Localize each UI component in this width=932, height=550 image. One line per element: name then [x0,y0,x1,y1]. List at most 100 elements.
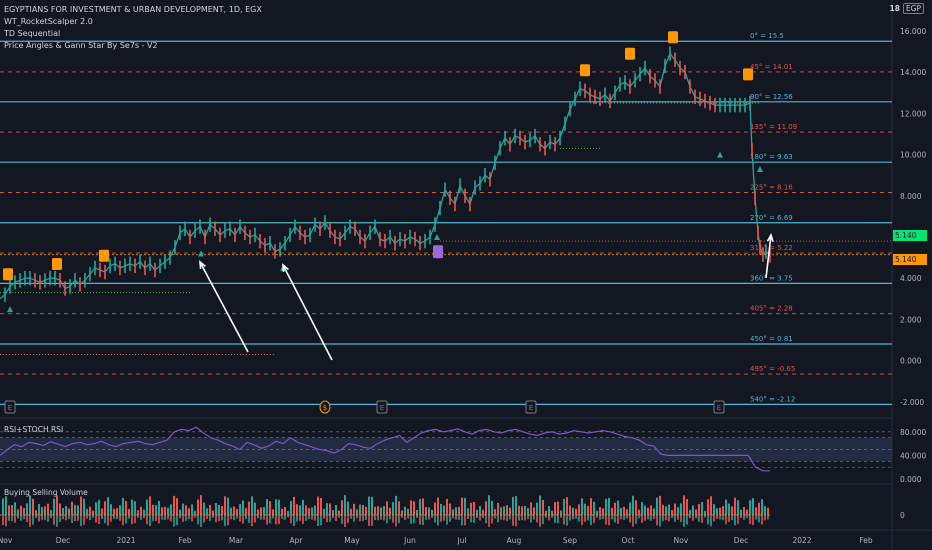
volume-bar [86,508,88,515]
volume-bar [716,508,718,515]
volume-bar [683,495,685,515]
volume-bar [110,504,112,515]
indicator-gann-star[interactable]: Price Angles & Gann Star By Se7s - V2 [4,41,158,50]
volume-bar [116,515,118,520]
time-axis-tick: Nov [0,536,13,545]
volume-bar [404,515,406,520]
volume-bar [314,515,316,521]
volume-bar [761,515,763,525]
volume-bar [86,515,88,519]
volume-bar [53,515,55,525]
annotation-arrow-head [199,260,206,270]
td-sequential-marker [3,268,13,281]
volume-bar [467,515,469,520]
volume-bar [701,515,703,523]
td-sequential-marker [99,249,109,262]
indicator-wt-rocketscalper[interactable]: WT_RocketScalper 2.0 [4,17,93,26]
volume-bar [635,500,637,515]
volume-bar [203,502,205,515]
volume-bar [650,505,652,515]
volume-bar [650,515,652,521]
volume-bar [413,501,415,515]
volume-bar [716,515,718,520]
volume-bar [704,510,706,515]
volume-bar [350,515,352,519]
volume-bar [266,515,268,525]
volume-bar [764,506,766,515]
indicator-td-sequential[interactable]: TD Sequential [4,29,61,38]
gann-level-label: 405° = 2.28 [750,305,793,313]
volume-bar [38,504,40,515]
rsi-pane-title[interactable]: RSI+STOCH RSI [4,425,64,434]
currency-label[interactable]: 18 EGP [889,3,924,14]
event-marker [4,400,16,414]
volume-bar [263,515,265,520]
volume-bar [590,515,592,526]
volume-bar [677,515,679,520]
volume-bar [506,505,508,515]
volume-bar [398,515,400,524]
volume-bar [737,515,739,524]
volume-bar [191,504,193,515]
volume-bar [275,515,277,525]
volume-bar [623,515,625,520]
volume-bar [455,515,457,520]
volume-bar [122,497,124,515]
volume-bar [545,515,547,518]
buy-arrow-marker [7,306,13,313]
volume-bar [389,515,391,520]
volume-bar [242,515,244,524]
volume-bar [395,515,397,527]
volume-bar [428,515,430,520]
volume-bar [656,497,658,515]
volume-bar [461,515,463,526]
volume-bar [476,515,478,519]
volume-bar [125,501,127,515]
time-axis-tick: Apr [290,536,304,545]
currency-code: EGP [902,3,924,14]
rsi-axis-tick: 0.000 [900,475,922,484]
volume-bar [755,507,757,515]
volume-bar [674,515,676,522]
volume-bar [209,504,211,515]
volume-bar [533,515,535,520]
volume-bar [617,515,619,524]
volume-bar [686,498,688,515]
volume-bar [230,515,232,520]
volume-bar [692,505,694,515]
volume-bar [176,515,178,526]
volume-bar [218,504,220,515]
volume-bar [329,515,331,522]
volume-bar [662,515,664,522]
volume-bar [143,515,145,519]
volume-bar [593,515,595,523]
volume-bar [425,515,427,520]
volume-pane-title[interactable]: Buying Selling Volume [4,488,88,497]
volume-bar [611,515,613,520]
volume-bar [203,515,205,523]
volume-bar [140,515,142,520]
volume-bar [638,515,640,519]
volume-bar [767,507,769,515]
volume-bar [221,506,223,515]
volume-bar [383,506,385,515]
volume-bar [566,515,568,526]
volume-bar [296,515,298,522]
volume-bar [659,495,661,515]
volume-bar [443,515,445,521]
rsi-axis-tick: 80.000 [900,428,926,437]
volume-bar [11,515,13,521]
volume-bar [164,515,166,520]
volume-bar [152,515,154,522]
volume-bar [728,503,730,515]
volume-bar [287,510,289,515]
volume-bar [473,501,475,515]
volume-bar [434,502,436,515]
volume-bar [578,515,580,522]
volume-bar [524,515,526,521]
volume-bar [149,496,151,515]
volume-bar [527,515,529,520]
volume-bar [653,515,655,519]
volume-bar [560,515,562,518]
event-marker [525,400,537,414]
